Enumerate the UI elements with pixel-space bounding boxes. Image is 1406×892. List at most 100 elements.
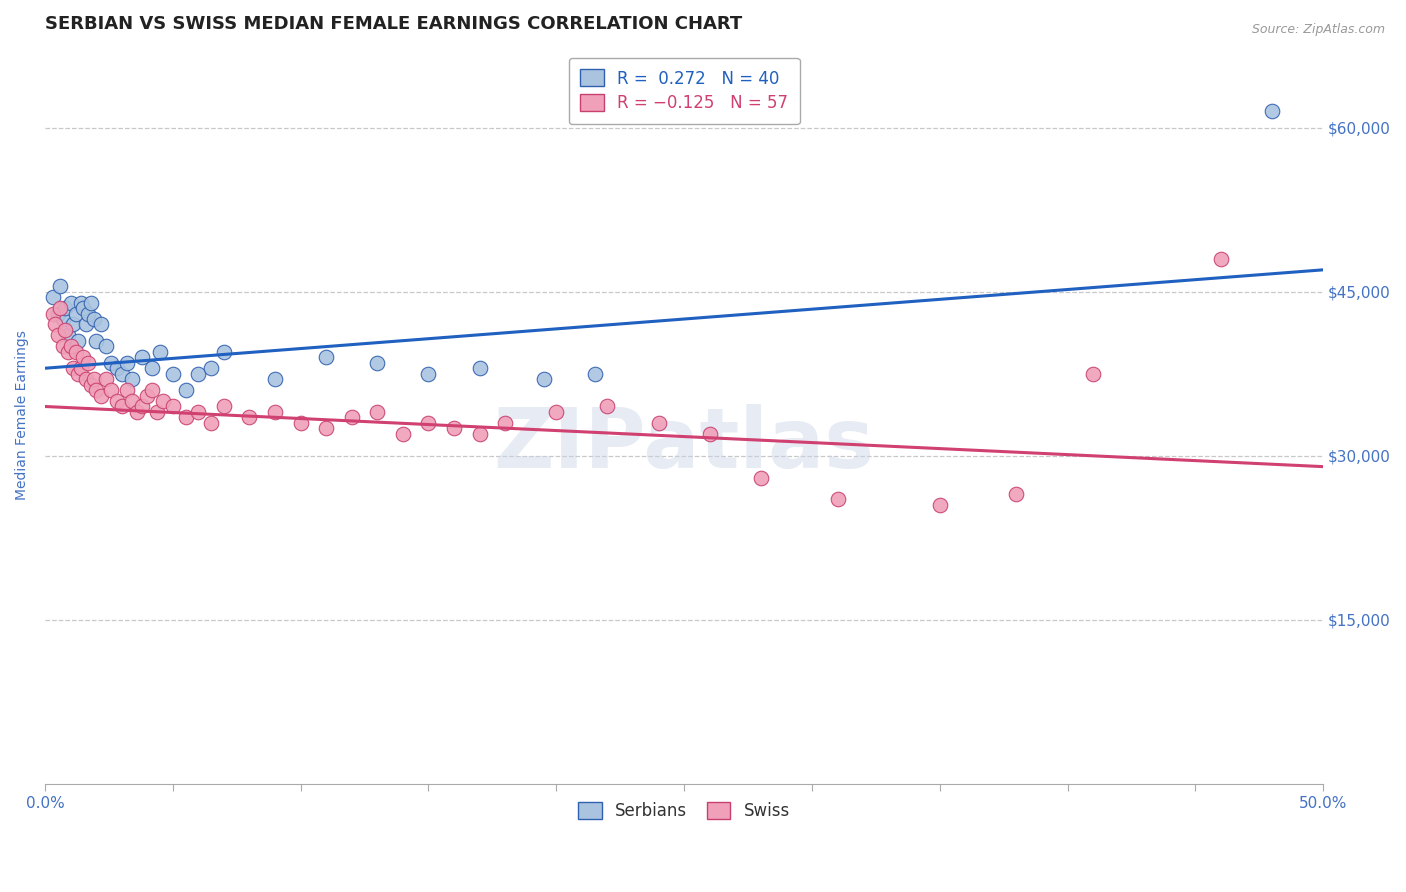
Point: [238, 410, 260, 425]
Point: [69, 295, 91, 310]
Text: SERBIAN VS SWISS MEDIAN FEMALE EARNINGS CORRELATION CHART: SERBIAN VS SWISS MEDIAN FEMALE EARNINGS …: [45, 15, 742, 33]
Point: [49, 301, 72, 315]
Point: [90, 388, 112, 402]
Point: [443, 421, 465, 435]
Point: [75, 318, 97, 332]
Point: [96, 339, 118, 353]
Point: [749, 470, 772, 484]
Point: [1005, 487, 1028, 501]
Point: [100, 383, 122, 397]
Point: [146, 405, 169, 419]
Point: [111, 367, 134, 381]
Point: [80, 295, 103, 310]
Point: [100, 356, 122, 370]
Point: [290, 416, 312, 430]
Point: [72, 301, 94, 315]
Point: [59, 295, 82, 310]
Point: [366, 356, 388, 370]
Point: [96, 372, 118, 386]
Point: [315, 351, 337, 365]
Point: [596, 400, 619, 414]
Point: [55, 323, 77, 337]
Point: [468, 426, 491, 441]
Point: [44, 318, 66, 332]
Point: [105, 361, 128, 376]
Point: [647, 416, 669, 430]
Point: [59, 339, 82, 353]
Point: [77, 307, 100, 321]
Point: [65, 344, 87, 359]
Point: [827, 492, 849, 507]
Point: [83, 372, 105, 386]
Point: [56, 328, 79, 343]
Point: [1209, 252, 1232, 266]
Point: [56, 344, 79, 359]
Point: [212, 400, 235, 414]
Point: [136, 388, 159, 402]
Point: [366, 405, 388, 419]
Point: [131, 351, 153, 365]
Point: [174, 410, 197, 425]
Point: [55, 301, 77, 315]
Point: [121, 394, 143, 409]
Point: [546, 405, 568, 419]
Point: [49, 279, 72, 293]
Point: [80, 377, 103, 392]
Point: [200, 361, 222, 376]
Point: [62, 361, 84, 376]
Point: [84, 334, 107, 348]
Point: [200, 416, 222, 430]
Point: [928, 498, 950, 512]
Point: [141, 383, 163, 397]
Point: [264, 372, 287, 386]
Point: [494, 416, 516, 430]
Point: [46, 307, 69, 321]
Point: [121, 372, 143, 386]
Point: [583, 367, 606, 381]
Point: [1083, 367, 1105, 381]
Point: [115, 356, 138, 370]
Point: [67, 367, 90, 381]
Point: [65, 307, 87, 321]
Point: [340, 410, 363, 425]
Legend: Serbians, Swiss: Serbians, Swiss: [572, 796, 797, 827]
Point: [264, 405, 287, 419]
Point: [152, 394, 174, 409]
Point: [468, 361, 491, 376]
Point: [162, 367, 184, 381]
Point: [131, 400, 153, 414]
Point: [418, 416, 440, 430]
Point: [162, 400, 184, 414]
Point: [699, 426, 721, 441]
Text: ZIPatlas: ZIPatlas: [494, 404, 875, 484]
Point: [212, 344, 235, 359]
Point: [392, 426, 415, 441]
Point: [52, 312, 75, 326]
Point: [90, 318, 112, 332]
Point: [111, 400, 134, 414]
Point: [41, 290, 63, 304]
Text: Source: ZipAtlas.com: Source: ZipAtlas.com: [1251, 23, 1385, 37]
Point: [84, 383, 107, 397]
Point: [533, 372, 555, 386]
Point: [69, 361, 91, 376]
Point: [62, 318, 84, 332]
Point: [41, 307, 63, 321]
Point: [125, 405, 148, 419]
Point: [115, 383, 138, 397]
Point: [46, 328, 69, 343]
Point: [149, 344, 172, 359]
Point: [174, 383, 197, 397]
Point: [77, 356, 100, 370]
Point: [52, 339, 75, 353]
Point: [72, 351, 94, 365]
Y-axis label: Median Female Earnings: Median Female Earnings: [15, 330, 30, 500]
Point: [75, 372, 97, 386]
Point: [187, 405, 209, 419]
Point: [141, 361, 163, 376]
Point: [83, 312, 105, 326]
Point: [187, 367, 209, 381]
Point: [315, 421, 337, 435]
Point: [1261, 104, 1284, 119]
Point: [105, 394, 128, 409]
